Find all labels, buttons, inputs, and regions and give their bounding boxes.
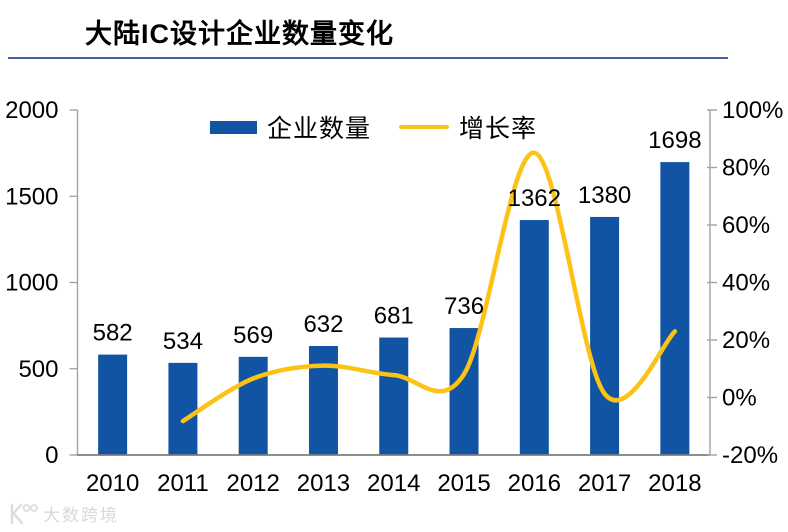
bar-2017 <box>590 216 620 455</box>
bar-2011 <box>168 362 198 455</box>
right-axis-tick-label: 20% <box>722 327 770 354</box>
bar-value-label: 569 <box>233 322 273 349</box>
right-axis-tick-label: 80% <box>722 155 770 182</box>
x-axis-label: 2014 <box>367 470 420 497</box>
right-axis-tick-label: 0% <box>722 385 757 412</box>
x-axis-label: 2016 <box>508 470 561 497</box>
bar-value-label: 1362 <box>508 185 561 212</box>
chart-legend: 企业数量 增长率 <box>210 109 537 145</box>
left-axis-tick-label: 1000 <box>5 270 58 297</box>
title-underline <box>8 57 728 59</box>
bar-value-label: 736 <box>444 293 484 320</box>
growth-rate-line <box>180 150 678 424</box>
x-axis-label: 2013 <box>297 470 350 497</box>
legend-bar-label: 企业数量 <box>267 115 372 143</box>
bar-2013 <box>308 345 338 455</box>
bar-2012 <box>238 356 268 455</box>
right-axis-tick-label: -20% <box>722 442 778 469</box>
legend-bar-swatch <box>210 120 257 134</box>
left-axis-tick-label: 1500 <box>5 183 58 210</box>
left-axis-tick-label: 500 <box>18 356 58 383</box>
bar-2016 <box>519 220 549 455</box>
bar-value-label: 1698 <box>648 127 701 154</box>
watermark-text: 大数跨境 <box>43 506 119 525</box>
left-axis-tick-label: 0 <box>45 442 58 469</box>
right-axis-tick-label: 40% <box>722 270 770 297</box>
left-axis-tick-label: 2000 <box>5 97 58 124</box>
bar-value-label: 632 <box>303 311 343 338</box>
legend-line-label: 增长率 <box>459 115 538 143</box>
bar-value-label: 582 <box>93 320 133 347</box>
chart-title: 大陆IC设计企业数量变化 <box>85 19 394 49</box>
right-axis-tick-label: 100% <box>722 97 783 124</box>
x-axis-label: 2012 <box>226 470 279 497</box>
watermark: 大数跨境 <box>8 501 119 526</box>
bar-value-label: 1380 <box>578 182 631 209</box>
x-axis-label: 2011 <box>157 470 209 497</box>
bar-value-label: 534 <box>163 328 203 355</box>
watermark-logo-icon <box>10 503 38 524</box>
bar-2014 <box>379 337 409 455</box>
x-axis-label: 2018 <box>648 470 701 497</box>
x-axis-label: 2010 <box>86 470 139 497</box>
bar-2010 <box>98 354 128 455</box>
x-axis-label: 2015 <box>437 470 490 497</box>
x-axis-label: 2017 <box>578 470 631 497</box>
right-axis-tick-label: 60% <box>722 212 770 239</box>
legend-line-swatch <box>399 125 450 129</box>
bar-value-label: 681 <box>374 303 414 330</box>
bar-2018 <box>660 162 690 455</box>
